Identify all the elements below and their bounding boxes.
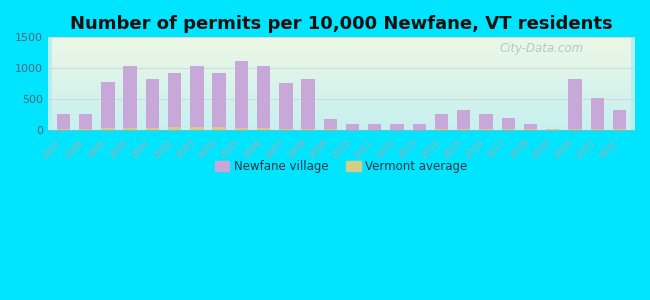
Bar — [235, 128, 248, 130]
Bar — [57, 115, 70, 130]
Bar — [279, 83, 293, 130]
Bar — [590, 129, 604, 130]
Bar — [546, 129, 560, 130]
Bar — [101, 128, 114, 130]
Bar — [502, 129, 515, 130]
Bar — [435, 129, 448, 130]
Bar — [146, 79, 159, 130]
Bar — [502, 118, 515, 130]
Bar — [346, 124, 359, 130]
Bar — [79, 129, 92, 130]
Bar — [101, 82, 114, 130]
Bar — [413, 124, 426, 130]
Bar — [524, 129, 537, 130]
Bar — [435, 115, 448, 130]
Title: Number of permits per 10,000 Newfane, VT residents: Number of permits per 10,000 Newfane, VT… — [70, 15, 613, 33]
Bar — [391, 124, 404, 130]
Bar — [479, 115, 493, 130]
Bar — [190, 66, 203, 130]
Bar — [168, 73, 181, 130]
Bar — [568, 79, 582, 130]
Bar — [368, 124, 382, 130]
Bar — [124, 128, 136, 130]
Bar — [524, 124, 537, 130]
Bar — [324, 129, 337, 130]
Bar — [257, 128, 270, 130]
Bar — [79, 115, 92, 130]
Bar — [213, 73, 226, 130]
Text: City-Data.com: City-Data.com — [500, 42, 584, 55]
Bar — [457, 129, 471, 130]
Bar — [279, 129, 293, 130]
Bar — [324, 119, 337, 130]
Bar — [457, 110, 471, 130]
Bar — [168, 128, 181, 130]
Bar — [57, 129, 70, 130]
Bar — [613, 129, 626, 130]
Bar — [479, 129, 493, 130]
Bar — [302, 129, 315, 130]
Bar — [257, 66, 270, 130]
Legend: Newfane village, Vermont average: Newfane village, Vermont average — [211, 155, 473, 178]
Bar — [213, 127, 226, 130]
Bar — [235, 61, 248, 130]
Bar — [568, 129, 582, 130]
Bar — [302, 79, 315, 130]
Bar — [124, 66, 136, 130]
Bar — [146, 128, 159, 130]
Bar — [590, 98, 604, 130]
Bar — [190, 127, 203, 130]
Bar — [613, 110, 626, 130]
